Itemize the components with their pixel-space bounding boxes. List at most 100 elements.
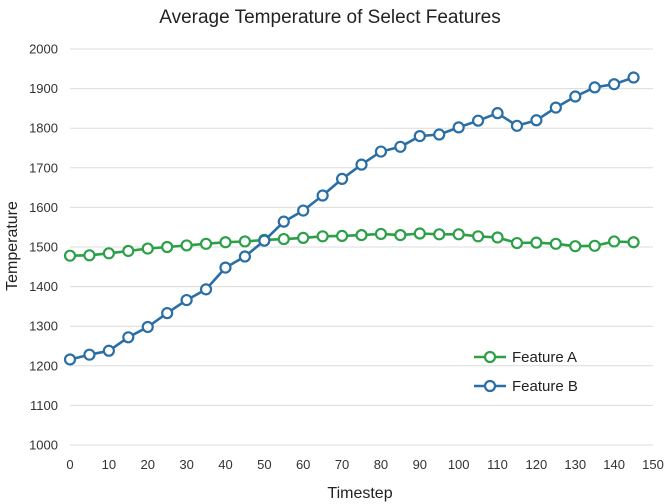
chart-title: Average Temperature of Select Features [159, 7, 501, 28]
series-line-feature-b [69, 76, 635, 361]
y-tick-label: 1700 [29, 160, 58, 175]
data-point-feature-b [472, 114, 485, 127]
data-point-feature-b [588, 81, 601, 94]
data-point-feature-b [122, 331, 135, 344]
data-point-feature-a [452, 228, 465, 241]
data-point-feature-a [627, 236, 640, 249]
x-tick-label: 70 [335, 457, 349, 472]
data-point-feature-b [63, 353, 77, 366]
data-point-feature-a [472, 230, 485, 243]
data-point-feature-b [180, 293, 193, 307]
data-point-feature-a [122, 244, 135, 258]
x-tick-label: 20 [140, 457, 154, 472]
data-point-feature-a [588, 239, 601, 252]
series-line-feature-a [69, 232, 634, 257]
data-point-feature-a [491, 231, 504, 244]
x-tick-label: 150 [642, 457, 664, 472]
data-point-feature-a [297, 231, 310, 244]
data-point-feature-b [374, 145, 388, 158]
legend-label-feature-b: Feature B [512, 378, 578, 395]
x-tick-label: 0 [66, 457, 73, 472]
data-point-feature-b [433, 128, 446, 141]
x-tick-label: 90 [413, 457, 427, 472]
data-point-feature-b [258, 234, 271, 247]
x-tick-label: 40 [218, 457, 232, 472]
legend-marker-feature-b [483, 379, 497, 393]
x-tick-label: 110 [487, 457, 508, 472]
data-point-feature-a [355, 229, 368, 242]
data-point-feature-b [102, 344, 115, 357]
data-point-feature-a [335, 229, 349, 243]
data-point-feature-b [199, 283, 213, 296]
x-tick-label: 60 [296, 457, 310, 472]
data-point-feature-a [63, 249, 77, 262]
data-point-feature-a [238, 235, 251, 248]
x-tick-label: 140 [603, 457, 625, 472]
data-point-feature-b [335, 172, 349, 185]
data-point-feature-a [102, 247, 115, 260]
x-tick-label: 80 [374, 457, 388, 472]
y-tick-label: 1000 [29, 438, 58, 453]
y-tick-label: 1200 [29, 358, 58, 373]
data-point-feature-a [141, 242, 154, 255]
data-point-feature-a [219, 236, 232, 249]
data-point-feature-b [83, 348, 96, 361]
y-tick-labels: 1000 1100 1200 1300 1400 1500 1600 1700 1800 1900… [29, 42, 58, 453]
data-point-feature-b [355, 158, 368, 171]
data-point-feature-b [530, 114, 543, 127]
data-point-feature-a [180, 239, 193, 252]
y-tick-label: 1600 [29, 200, 58, 215]
data-point-feature-a [161, 240, 174, 254]
x-tick-label: 130 [564, 457, 586, 472]
data-point-feature-a [569, 240, 582, 253]
data-point-feature-b [549, 101, 562, 114]
x-tick-label: 30 [179, 457, 193, 472]
x-tick-labels: 0 10 20 30 40 50 60 70 80 90 100 110 120 130 140 150 [66, 457, 663, 472]
data-point-feature-a [530, 236, 543, 249]
data-point-feature-b [569, 90, 582, 103]
data-point-feature-b [608, 78, 621, 91]
data-point-feature-a [394, 229, 407, 242]
data-point-feature-a [549, 237, 562, 250]
data-point-feature-a [199, 237, 213, 250]
y-tick-label: 1300 [29, 319, 58, 334]
data-point-feature-a [83, 249, 96, 262]
data-point-feature-a [374, 227, 388, 241]
y-tick-label: 1800 [29, 121, 58, 136]
y-tick-label: 1900 [29, 81, 58, 96]
x-axis-title: Timestep [327, 485, 392, 502]
data-point-feature-b [316, 189, 329, 202]
data-point-feature-b [238, 250, 251, 263]
data-point-feature-a [510, 236, 524, 250]
legend-marker-feature-a [483, 350, 497, 364]
x-tick-label: 10 [102, 457, 116, 472]
data-point-feature-b [491, 107, 504, 120]
data-point-feature-a [608, 235, 621, 248]
series-feature-b [63, 71, 640, 366]
x-tick-label: 50 [257, 457, 271, 472]
data-point-feature-b [161, 307, 174, 320]
data-point-feature-b [141, 320, 154, 334]
legend: Feature A Feature B [474, 349, 578, 395]
data-point-feature-b [452, 121, 465, 134]
data-point-feature-b [277, 215, 290, 228]
data-point-feature-b [219, 261, 232, 274]
data-point-feature-b [510, 119, 524, 132]
data-point-feature-a [433, 228, 446, 241]
data-point-feature-b [627, 71, 640, 84]
legend-label-feature-a: Feature A [512, 349, 577, 366]
y-tick-label: 2000 [29, 42, 58, 57]
data-point-feature-b [413, 130, 426, 143]
y-axis-title: Temperature [4, 201, 21, 291]
y-tick-label: 1100 [30, 398, 58, 413]
data-point-feature-b [394, 140, 407, 153]
series-feature-a [63, 227, 640, 262]
series-group [63, 71, 640, 366]
data-point-feature-b [297, 204, 310, 217]
x-tick-label: 120 [526, 457, 548, 472]
data-point-feature-a [316, 230, 329, 243]
data-point-feature-a [277, 232, 290, 246]
y-tick-label: 1500 [29, 240, 58, 255]
data-point-feature-a [413, 227, 426, 240]
